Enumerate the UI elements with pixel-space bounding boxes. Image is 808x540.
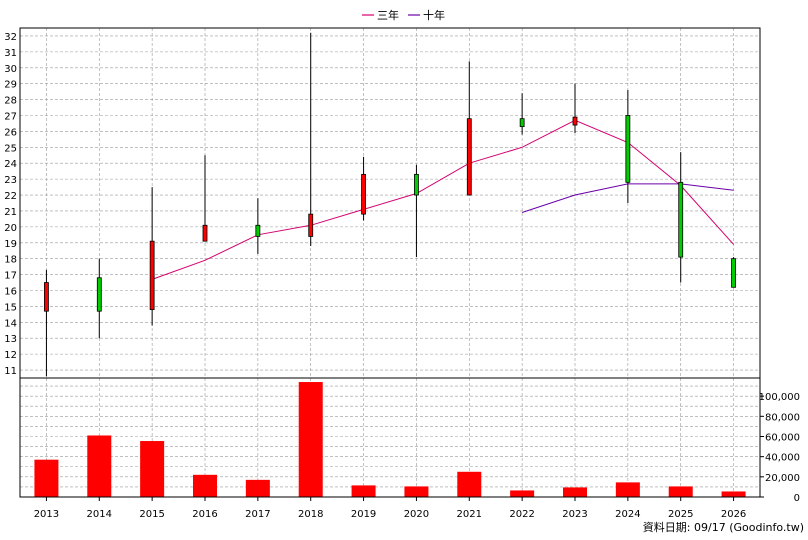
x-tick-label: 2018 <box>298 509 323 520</box>
x-tick-label: 2026 <box>721 509 746 520</box>
volume-tick-label: 60,000 <box>765 432 800 443</box>
x-tick-label: 2020 <box>404 509 429 520</box>
volume-bar <box>298 382 323 497</box>
volume-bar <box>351 485 376 497</box>
x-tick-label: 2023 <box>562 509 587 520</box>
legend-label-ten-year: 十年 <box>423 8 445 22</box>
volume-bars <box>34 382 746 497</box>
volume-bar <box>457 471 482 497</box>
candle-body <box>466 118 472 196</box>
candle-body <box>149 240 155 310</box>
volume-bar <box>140 441 165 497</box>
volume-bar <box>563 487 587 497</box>
data-date-footer: 資料日期: 09/17 (Goodinfo.tw) <box>643 520 804 534</box>
price-tick-label: 32 <box>4 32 17 43</box>
volume-bar <box>34 459 59 497</box>
legend-label-three-year: 三年 <box>377 8 399 22</box>
volume-tick-label: 0 <box>794 493 800 504</box>
volume-bar <box>193 474 217 497</box>
volume-bar <box>245 479 270 497</box>
three-year-line <box>151 119 734 280</box>
volume-bar <box>615 482 640 497</box>
price-tick-label: 25 <box>4 143 17 154</box>
x-tick-label: 2016 <box>192 509 217 520</box>
x-tick-label: 2021 <box>457 509 482 520</box>
candle-body <box>361 173 366 215</box>
candle-body <box>96 277 102 312</box>
volume-grid <box>20 378 760 497</box>
price-axis: 11 12 13 14 15 16 17 18 19 20 21 22 23 24 25 26 27 28 29 30… <box>4 32 17 377</box>
volume-tick-label: 40,000 <box>765 453 800 464</box>
price-tick-label: 13 <box>4 334 17 345</box>
volume-bar <box>668 486 693 497</box>
x-tick-label: 2019 <box>351 509 376 520</box>
candle-body <box>202 224 208 242</box>
legend: 三年 十年 <box>362 8 445 22</box>
price-tick-label: 28 <box>4 96 17 107</box>
price-tick-label: 26 <box>4 127 17 138</box>
x-tick-label: 2017 <box>245 509 270 520</box>
volume-panel-frame <box>19 377 761 498</box>
candle-body <box>255 224 261 237</box>
candle-body <box>44 282 49 312</box>
candle-body <box>414 173 419 196</box>
price-tick-label: 24 <box>4 159 17 170</box>
volume-tick-label: 20,000 <box>765 473 800 484</box>
volume-tick-label: 100,000 <box>759 392 800 403</box>
price-tick-label: 29 <box>4 80 17 91</box>
candle-body <box>625 115 631 183</box>
volume-bar <box>721 491 746 497</box>
price-tick-label: 11 <box>4 366 17 377</box>
candle-body <box>519 118 525 128</box>
candle-body <box>731 258 736 288</box>
x-tick-label: 2015 <box>139 509 164 520</box>
price-tick-label: 16 <box>4 287 17 298</box>
price-tick-label: 18 <box>4 255 17 266</box>
x-tick-label: 2014 <box>87 509 112 520</box>
price-tick-label: 20 <box>4 223 17 234</box>
volume-axis: 0 20,000 40,000 60,000 80,000 100,000 <box>759 392 800 504</box>
candle-body <box>678 181 684 258</box>
x-tick-label: 2024 <box>615 509 640 520</box>
volume-bar <box>510 490 535 497</box>
candlesticks <box>44 32 736 377</box>
volume-bar <box>87 435 112 497</box>
price-tick-label: 27 <box>4 112 17 123</box>
x-tick-label: 2022 <box>509 509 534 520</box>
price-tick-label: 22 <box>4 191 17 202</box>
x-tick-label: 2025 <box>668 509 693 520</box>
volume-bar <box>404 486 429 497</box>
x-axis: 2013 2014 2015 2016 2017 2018 2019 2020 2021 2022… <box>34 497 746 520</box>
price-tick-label: 21 <box>4 207 17 218</box>
candle-body <box>308 213 314 237</box>
price-tick-label: 19 <box>4 239 17 250</box>
plot-frames <box>19 27 761 498</box>
price-tick-label: 30 <box>4 64 17 75</box>
x-tick-label: 2013 <box>34 509 59 520</box>
price-tick-label: 15 <box>4 302 17 313</box>
price-tick-label: 12 <box>4 350 17 361</box>
price-tick-label: 17 <box>4 271 17 282</box>
price-tick-label: 14 <box>4 318 17 329</box>
price-tick-label: 31 <box>4 48 17 59</box>
candle-body <box>572 116 578 126</box>
price-tick-label: 23 <box>4 175 17 186</box>
volume-tick-label: 80,000 <box>765 412 800 423</box>
